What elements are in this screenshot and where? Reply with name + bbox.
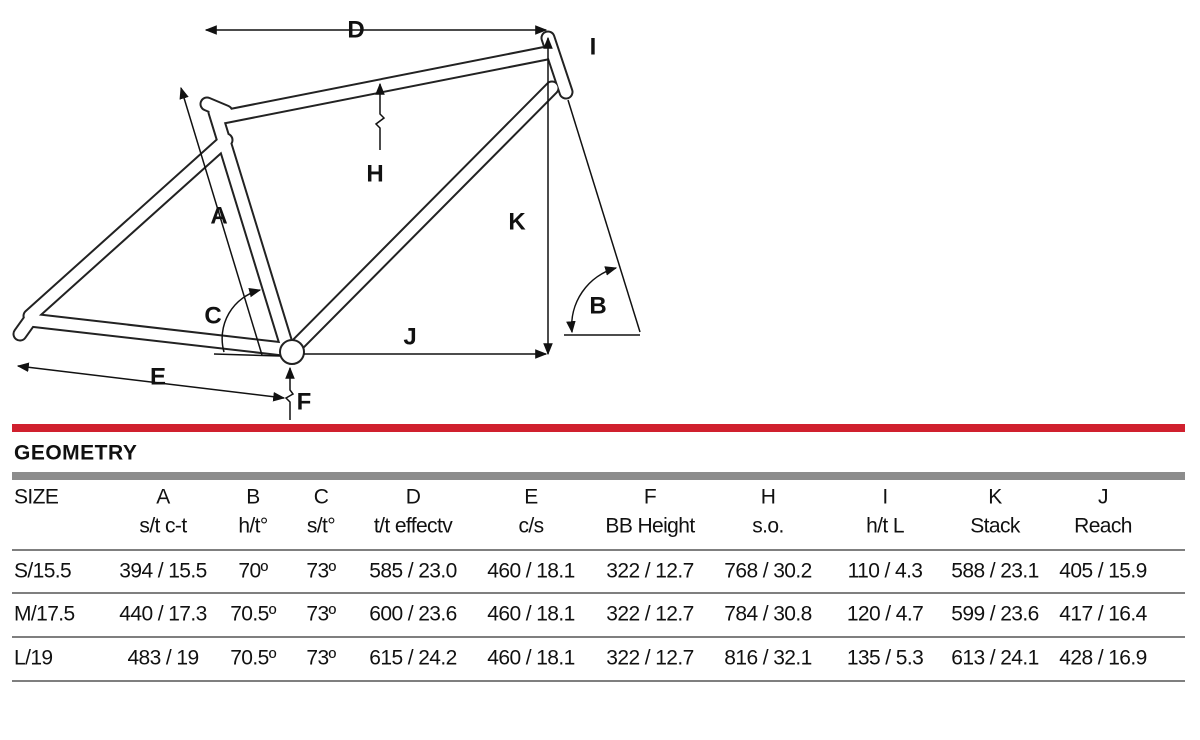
column-header: BB Height: [605, 515, 695, 538]
table-cell: M/17.5: [14, 603, 75, 626]
table-cell: 322 / 12.7: [606, 603, 693, 626]
column-header: s/t c-t: [139, 515, 187, 538]
column-header: J: [1098, 486, 1108, 509]
table-cell: 417 / 16.4: [1059, 603, 1147, 626]
table-cell: 615 / 24.2: [369, 647, 456, 670]
table-cell: 585 / 23.0: [369, 560, 456, 583]
column-header: SIZE: [14, 486, 59, 509]
table-cell: 599 / 23.6: [951, 603, 1038, 626]
column-header: s/t°: [307, 515, 335, 538]
table-cell: 70º: [238, 560, 268, 583]
table-cell: 460 / 18.1: [487, 603, 574, 626]
table-cell: 73º: [306, 560, 336, 583]
table-cell: 428 / 16.9: [1059, 647, 1146, 670]
table-cell: 405 / 15.9: [1059, 560, 1146, 583]
column-header: D: [406, 486, 421, 509]
red-divider: [12, 424, 1185, 432]
bike-frame: [12, 30, 574, 365]
table-title: GEOMETRY: [14, 442, 137, 465]
column-header: K: [988, 486, 1002, 509]
diagram-label: A: [210, 202, 227, 229]
column-header: H: [761, 486, 776, 509]
table-cell: 483 / 19: [127, 647, 198, 670]
dimension-lines: [16, 25, 641, 420]
table-cell: 135 / 5.3: [847, 647, 923, 670]
diagram-label: K: [508, 208, 526, 235]
table-cell: 70.5º: [230, 603, 276, 626]
table-cell: 70.5º: [230, 647, 276, 670]
table-cell: 460 / 18.1: [487, 647, 574, 670]
column-header: s.o.: [752, 515, 783, 538]
column-header: C: [314, 486, 329, 509]
diagram-label: J: [403, 323, 416, 350]
column-header: h/t°: [238, 515, 268, 538]
column-header: t/t effectv: [374, 515, 453, 538]
column-header: Reach: [1074, 515, 1132, 538]
diagram-label: H: [366, 160, 383, 187]
row-rules: [12, 549, 1185, 682]
column-header: I: [882, 486, 887, 509]
table-cell: 322 / 12.7: [606, 560, 693, 583]
column-header: h/t L: [866, 515, 904, 538]
diagram-label: E: [150, 363, 166, 390]
table-cell: 120 / 4.7: [847, 603, 923, 626]
column-header: F: [644, 486, 656, 509]
table-cell: 816 / 32.1: [724, 647, 811, 670]
column-header: B: [246, 486, 259, 509]
table-cell: 322 / 12.7: [606, 647, 693, 670]
table-cell: S/15.5: [14, 560, 71, 583]
diagram-label: I: [590, 33, 597, 60]
table-cell: 73º: [306, 647, 336, 670]
table-cell: 768 / 30.2: [724, 560, 811, 583]
table-cell: 460 / 18.1: [487, 560, 574, 583]
diagram-label: C: [204, 302, 221, 329]
diagram-label: B: [589, 292, 606, 319]
table-cell: 613 / 24.1: [951, 647, 1038, 670]
table-cell: 73º: [306, 603, 336, 626]
table-cell: 588 / 23.1: [951, 560, 1038, 583]
column-header: Stack: [970, 515, 1021, 538]
column-header: c/s: [518, 515, 543, 538]
column-header: E: [524, 486, 538, 509]
table-cell: 110 / 4.3: [848, 560, 923, 583]
diagram-label: F: [297, 388, 312, 415]
table-cell: 784 / 30.8: [724, 603, 811, 626]
table-cell: 600 / 23.6: [369, 603, 456, 626]
table-cell: L/19: [14, 647, 52, 670]
column-header: A: [156, 486, 170, 509]
table-cell: 394 / 15.5: [119, 560, 206, 583]
table-cell: 440 / 17.3: [119, 603, 206, 626]
diagram-label: D: [347, 16, 364, 43]
gray-divider: [12, 472, 1185, 480]
